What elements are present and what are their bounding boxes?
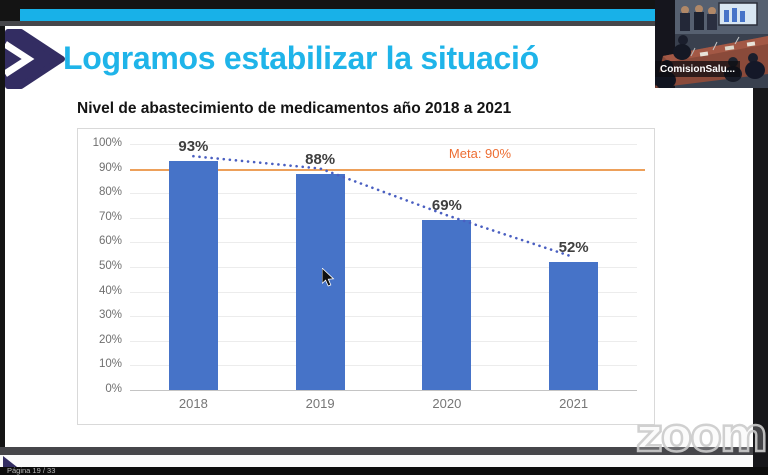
bar-2021 bbox=[549, 262, 599, 390]
y-axis-tick-label: 40% bbox=[98, 284, 122, 297]
y-axis-tick-label: 90% bbox=[98, 161, 122, 174]
meeting-room-video-feed bbox=[654, 0, 768, 89]
chart-title: Nivel de abastecimiento de medicamentos … bbox=[77, 100, 512, 117]
y-axis-tick-label: 70% bbox=[98, 210, 122, 223]
bar-value-label: 69% bbox=[431, 197, 462, 215]
window-divider-top bbox=[0, 21, 768, 26]
gridline bbox=[130, 390, 637, 391]
gridline bbox=[130, 144, 637, 145]
mouse-arrow-cursor-icon bbox=[322, 268, 335, 287]
page-indicator: Página 19 / 33 bbox=[7, 466, 56, 475]
y-axis-tick-label: 80% bbox=[98, 186, 122, 199]
bar-2020 bbox=[422, 220, 472, 390]
y-axis-tick-label: 20% bbox=[98, 333, 122, 346]
bar-value-label: 52% bbox=[558, 239, 589, 257]
chevron-right-arrow-icon bbox=[5, 29, 65, 89]
gridline bbox=[130, 340, 637, 342]
y-axis-tick-label: 30% bbox=[98, 309, 122, 322]
next-slide-strip bbox=[0, 455, 753, 467]
x-axis-category-label: 2018 bbox=[178, 396, 208, 411]
bar-value-label: 93% bbox=[178, 138, 209, 156]
y-axis-tick-label: 10% bbox=[98, 358, 122, 371]
y-axis-tick-label: 100% bbox=[92, 137, 122, 149]
gridline bbox=[130, 267, 637, 268]
y-axis-tick-label: 60% bbox=[98, 235, 122, 248]
bar-2018 bbox=[168, 161, 218, 390]
target-line-label: Meta: 90% bbox=[448, 145, 512, 161]
bar-chart: 0% 10% 20% 30% 40% 50% 60% 70% 80% 90% 100% Meta: 9… bbox=[77, 128, 655, 425]
bar-2019 bbox=[295, 173, 345, 390]
viewer-status-bar bbox=[0, 467, 768, 475]
participant-name-label: ComisionSalu... bbox=[655, 61, 741, 77]
slide-title: Logramos estabilizar la situació bbox=[63, 40, 539, 76]
window-divider-bottom bbox=[0, 447, 753, 455]
y-axis-tick-label: 50% bbox=[98, 260, 122, 272]
zoom-watermark: zoom bbox=[635, 407, 768, 464]
screen-right-edge bbox=[753, 0, 768, 475]
gridline bbox=[130, 365, 637, 367]
slide-top-accent-bar bbox=[20, 9, 753, 21]
gridline bbox=[130, 291, 637, 293]
bar-value-label: 88% bbox=[305, 150, 336, 168]
participant-video-thumbnail[interactable]: ComisionSalu... bbox=[654, 0, 768, 89]
x-axis-category-label: 2020 bbox=[432, 396, 462, 411]
presentation-slide: Logramos estabilizar la situació Nivel d… bbox=[5, 26, 753, 447]
next-slide-arrow-corner-icon bbox=[3, 456, 17, 467]
gridline bbox=[130, 316, 637, 318]
x-axis-category-label: 2019 bbox=[305, 396, 335, 411]
y-axis-tick-label: 0% bbox=[105, 383, 122, 395]
x-axis-category-label: 2021 bbox=[559, 396, 589, 411]
